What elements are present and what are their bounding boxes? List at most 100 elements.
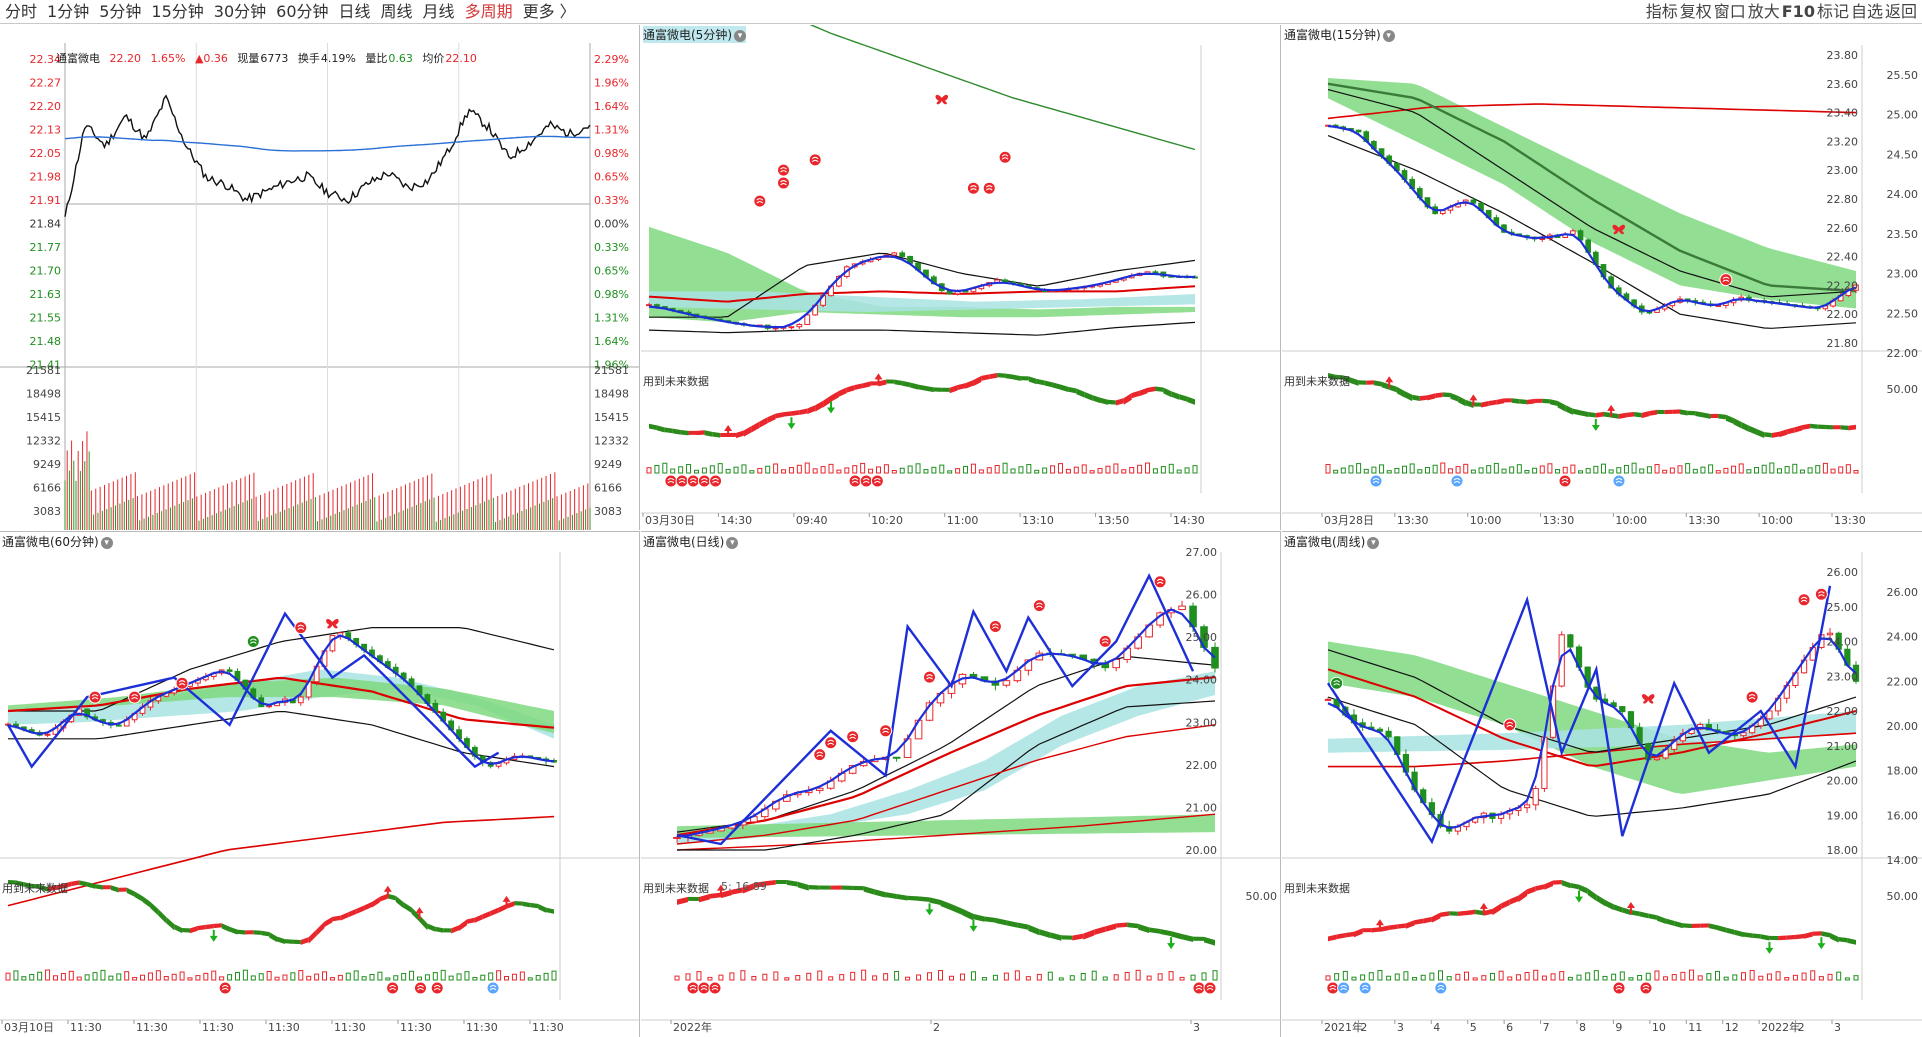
time-axis-label: 13:30: [1688, 514, 1720, 527]
tab-daily[interactable]: 日线: [338, 1, 371, 21]
panel-15min[interactable]: 通富微电(15分钟) ▾ 23.80 23.60 23.40 23.20 23.00 22.…: [1282, 25, 1922, 530]
sub-volume-bar: [718, 974, 724, 981]
tab-60min[interactable]: 60分钟: [276, 1, 329, 21]
mark-button[interactable]: 标记: [1816, 2, 1849, 21]
tab-more[interactable]: 更多 〉: [522, 1, 576, 21]
up-arrow-icon: [724, 424, 733, 437]
tab-intraday[interactable]: 分时: [5, 1, 38, 21]
adjust-button[interactable]: 复权: [1679, 2, 1712, 21]
signal-badge-glyph: [992, 623, 999, 629]
panel-title-60min[interactable]: 通富微电(60分钟) ▾: [2, 533, 113, 550]
sub-volume-bar: [1351, 976, 1357, 981]
indicator-ribbon: [538, 903, 547, 913]
f10-button[interactable]: F10: [1781, 2, 1815, 21]
sub-volume-bar: [686, 464, 692, 474]
period-toolbar: 分时 1分钟 5分钟 15分钟 30分钟 60分钟 日线 周线 月线 多周期 更…: [0, 0, 1922, 24]
indicator-ribbon: [1830, 932, 1839, 943]
panel-title-5min[interactable]: 通富微电(5分钟) ▾: [643, 26, 746, 43]
toolbar-right: 指标 复权 窗口 放大 F10 标记 自选 返回: [1645, 0, 1918, 24]
panel-title-15min[interactable]: 通富微电(15分钟) ▾: [1284, 26, 1395, 43]
candle-body: [44, 733, 51, 736]
sub-volume-bar: [401, 973, 407, 981]
indicator-ribbon: [731, 887, 743, 895]
indicator-ribbon: [522, 901, 531, 908]
watchlist-button[interactable]: 自选: [1850, 2, 1883, 21]
indicator-ribbon: [1353, 928, 1363, 938]
indicator-ribbon: [797, 881, 809, 891]
indicator-ribbon: [1553, 880, 1562, 885]
indicator-ribbon: [973, 913, 985, 922]
panel-title-daily[interactable]: 通富微电(日线) ▾: [643, 533, 739, 550]
dropdown-icon[interactable]: ▾: [100, 536, 113, 549]
back-button[interactable]: 返回: [1884, 2, 1917, 21]
price-axis-label-2: 22.00: [1887, 675, 1919, 688]
zoom-button[interactable]: 放大: [1747, 2, 1780, 21]
indicator-ribbon: [838, 387, 847, 397]
future-data-label: 用到未来数据: [643, 375, 709, 388]
time-axis-label: 11:00: [947, 514, 979, 527]
dropdown-icon[interactable]: ▾: [726, 536, 739, 549]
time-axis-label: 10:00: [1470, 514, 1502, 527]
pane-badge-glyph: [1206, 985, 1214, 991]
chart-weekly[interactable]: 26.00 25.00 24.00 23.00 22.00 21.00 20.00 19.00…: [1282, 532, 1922, 1037]
indicator-ribbon: [79, 880, 88, 887]
tab-multi-period[interactable]: 多周期: [464, 1, 513, 21]
indicator-ribbon: [1017, 922, 1029, 930]
tab-5min[interactable]: 5分钟: [99, 1, 142, 21]
panel-daily[interactable]: 通富微电(日线) ▾ 27.00 26.00 25.00 24.00 23.00 22.00…: [641, 531, 1281, 1037]
indicator-ribbon: [1171, 931, 1183, 940]
sub-volume-bar: [1619, 971, 1625, 981]
indicator-button[interactable]: 指标: [1645, 2, 1678, 21]
indicator-ribbon: [482, 910, 491, 920]
indicator-ribbon: [1423, 916, 1432, 924]
panel-weekly[interactable]: 通富微电(周线) ▾ 26.00 25.00 24.00 23.00 22.00 21.00…: [1282, 531, 1922, 1037]
intraday-chart[interactable]: 22.34 2.29% 22.27 1.96% 22.20 1.64% 22.13 1.31%…: [0, 25, 640, 530]
indicator-ribbon: [1397, 923, 1406, 929]
indicator-ribbon: [1511, 398, 1520, 404]
sub-volume-bar: [1489, 972, 1495, 981]
tab-15min[interactable]: 15分钟: [151, 1, 204, 21]
indicator-ribbon: [1587, 888, 1597, 902]
indicator-ribbon: [340, 912, 349, 921]
sub-volume-bar: [306, 975, 312, 981]
dropdown-icon[interactable]: ▾: [1382, 29, 1395, 42]
window-button[interactable]: 窗口: [1713, 2, 1746, 21]
sub-volume-bar: [337, 974, 343, 981]
intraday-panel[interactable]: 通富微电 22.20 1.65% ▲0.36 现量6773 换手4.19% 量比…: [0, 25, 640, 530]
down-arrow-icon: [787, 417, 796, 430]
chart-daily[interactable]: 27.00 26.00 25.00 24.00 23.00 22.00 21.00 20.00…: [641, 532, 1281, 1037]
indicator-ribbon: [995, 917, 1007, 926]
tab-monthly[interactable]: 月线: [422, 1, 455, 21]
panel-title-weekly[interactable]: 通富微电(周线) ▾: [1284, 533, 1380, 550]
panel-5min[interactable]: 通富微电(5分钟) ▾ 03月30日 14:30 09:40 10:20 11:00 13:…: [641, 25, 1281, 530]
indicator-ribbon: [1840, 425, 1849, 431]
pct-label: 0.98%: [594, 288, 629, 301]
tab-1min[interactable]: 1分钟: [47, 1, 90, 21]
sub-volume-bar: [938, 970, 944, 981]
sub-volume-bar: [1830, 468, 1836, 474]
price-label: 22.05: [30, 147, 62, 160]
chart-15min[interactable]: 23.80 23.60 23.40 23.20 23.00 22.80 22.60 22.40…: [1282, 25, 1922, 530]
tab-30min[interactable]: 30分钟: [213, 1, 267, 21]
tab-weekly[interactable]: 周线: [380, 1, 413, 21]
panel-60min[interactable]: 通富微电(60分钟) ▾ 03月10日 11:30 11:30 11:30 11:30 11…: [0, 531, 640, 1037]
indicator-ribbon: [1838, 936, 1848, 943]
indicator-ribbon: [372, 896, 380, 908]
sub-volume-bar: [1417, 469, 1423, 474]
chart-5min[interactable]: 03月30日 14:30 09:40 10:20 11:00 13:10 13:50 14:3…: [641, 25, 1281, 530]
sub-volume-bar: [717, 463, 723, 474]
dropdown-icon[interactable]: ▾: [734, 29, 746, 42]
ma-line-2: [1327, 696, 1857, 817]
indicator-ribbon: [134, 891, 143, 902]
dropdown-icon[interactable]: ▾: [1367, 536, 1380, 549]
sub-volume-bar: [828, 463, 834, 474]
ma-cloud-0: [1328, 78, 1856, 309]
chart-60min[interactable]: 03月10日 11:30 11:30 11:30 11:30 11:30 11:30 11:3…: [0, 532, 640, 1037]
ma-line-2: [648, 321, 1196, 336]
indicator-ribbon: [1656, 915, 1666, 924]
indicator-ribbon: [854, 383, 863, 390]
indicator-ribbon: [1412, 394, 1420, 401]
indicator-ribbon: [989, 373, 998, 380]
time-axis-label: 13:30: [1834, 514, 1866, 527]
pane-badge-glyph: [417, 985, 424, 991]
